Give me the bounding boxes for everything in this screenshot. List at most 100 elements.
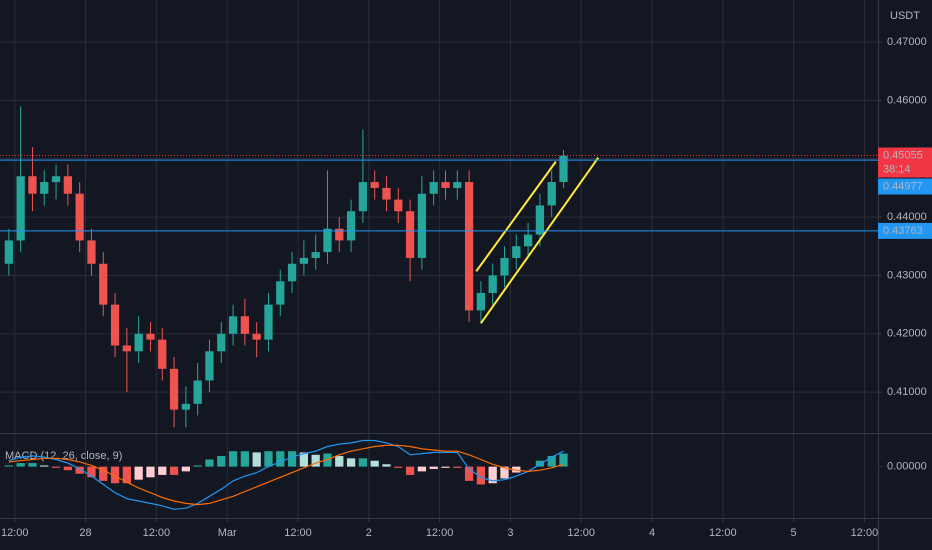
x-tick-label: 12:00 (1, 527, 29, 539)
candle-body (441, 182, 450, 188)
y-tick-label: 0.46000 (887, 94, 927, 106)
histogram-bar (394, 466, 403, 468)
candle-body (453, 182, 462, 188)
candle-body (299, 257, 309, 264)
candle-body (547, 182, 556, 206)
candle-body (358, 182, 368, 212)
histogram-bar (335, 455, 344, 467)
candle-body (51, 176, 61, 183)
histogram-bar (40, 465, 49, 467)
candle-body (500, 257, 509, 276)
candle-body (323, 228, 332, 253)
candle-body (394, 199, 403, 212)
price-line-label: 0.44977 (883, 180, 923, 192)
candle-body (335, 228, 344, 241)
candle-body (429, 182, 438, 194)
candle-body (535, 205, 545, 235)
candle-body (276, 281, 285, 305)
histogram-bar (346, 458, 356, 467)
candle-body (4, 240, 13, 264)
price-line-label: 0.43763 (883, 225, 923, 237)
x-tick-label: 12:00 (567, 527, 595, 539)
histogram-bar (547, 455, 556, 467)
histogram-bar (240, 451, 250, 467)
candle-body (40, 182, 49, 194)
y-tick-label: 0.41000 (887, 386, 927, 398)
histogram-bar (16, 463, 25, 467)
histogram-bar (488, 466, 497, 484)
histogram-bar (299, 452, 309, 467)
trendline (480, 156, 600, 324)
candle-body (240, 316, 250, 334)
histogram-bar (453, 466, 462, 468)
x-tick-label: 4 (649, 527, 655, 539)
histogram-bar (51, 466, 61, 468)
price-line-box (878, 178, 932, 195)
candle-body (382, 187, 391, 200)
histogram-bar (99, 466, 108, 481)
histogram-bar (476, 466, 486, 485)
histogram-bar (559, 453, 568, 467)
candle-body (217, 333, 226, 352)
x-tick-label: 12:00 (426, 527, 454, 539)
indicator-line (8, 439, 564, 510)
histogram-bar (4, 465, 13, 467)
candle-body (417, 193, 427, 258)
candle-body (205, 351, 214, 381)
candle-body (523, 234, 533, 247)
candle-body (311, 252, 320, 258)
histogram-bar (28, 463, 37, 467)
histogram-bar (169, 466, 179, 475)
histogram-bar (417, 466, 427, 472)
y-tick-label: 0.44000 (887, 211, 927, 223)
histogram-bar (464, 466, 474, 481)
countdown-label: 38:14 (883, 163, 911, 175)
histogram-bar (252, 452, 261, 467)
candle-body (110, 304, 120, 346)
last-price-label: 0.45055 (883, 149, 923, 161)
candle-body (122, 345, 131, 352)
candle-body (252, 333, 261, 340)
candle-body (346, 211, 356, 241)
y-tick-label: 0.47000 (887, 36, 927, 48)
x-tick-label: Mar (218, 527, 237, 539)
histogram-bar (228, 451, 238, 467)
histogram-bar (287, 451, 297, 467)
histogram-bar (75, 466, 84, 474)
candle-body (134, 333, 143, 352)
histogram-bar (158, 466, 167, 475)
x-tick-label: 12:00 (284, 527, 312, 539)
indicator-line (8, 444, 564, 506)
price-line-box (878, 222, 932, 239)
candle-body (264, 304, 273, 340)
candle-body (476, 292, 486, 311)
histogram-bar (276, 451, 285, 467)
histogram-bar (429, 466, 438, 469)
histogram-bar (405, 466, 415, 475)
histogram-bar (122, 466, 131, 484)
x-tick-label: 5 (791, 527, 797, 539)
y-tick-label: 0.42000 (887, 328, 927, 340)
candle-body (512, 246, 521, 258)
candle-body (287, 263, 297, 282)
y-tick-label: 0.00000 (887, 461, 927, 473)
histogram-bar (181, 466, 190, 472)
candle-body (63, 176, 72, 194)
x-tick-label: 12:00 (709, 527, 737, 539)
y-tick-label: 0.43000 (887, 269, 927, 281)
candle-body (169, 368, 179, 410)
candle-body (559, 155, 568, 183)
candle-body (158, 339, 167, 369)
candle-body (181, 403, 190, 410)
candle-body (16, 176, 25, 241)
histogram-bar (370, 460, 379, 467)
candle-body (75, 193, 84, 241)
candle-body (28, 176, 37, 194)
x-tick-label: 2 (366, 527, 372, 539)
histogram-bar (193, 465, 202, 467)
candle-body (405, 211, 415, 258)
histogram-bar (264, 451, 273, 467)
candle-body (464, 182, 474, 311)
